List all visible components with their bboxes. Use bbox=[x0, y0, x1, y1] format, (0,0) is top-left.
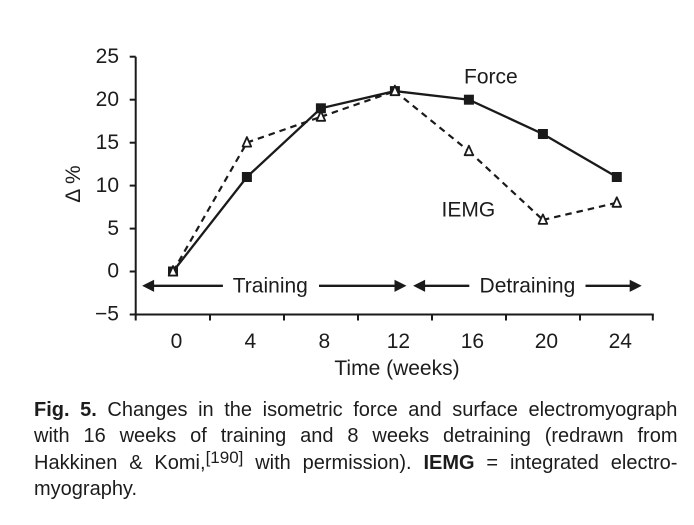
svg-text:25: 25 bbox=[96, 45, 119, 68]
svg-text:Time (weeks): Time (weeks) bbox=[334, 357, 459, 380]
svg-text:IEMG: IEMG bbox=[442, 198, 496, 221]
svg-text:12: 12 bbox=[387, 330, 410, 353]
svg-text:5: 5 bbox=[107, 217, 119, 240]
svg-text:15: 15 bbox=[96, 131, 119, 154]
svg-text:20: 20 bbox=[535, 330, 558, 353]
svg-text:Force: Force bbox=[464, 66, 518, 89]
svg-text:4: 4 bbox=[245, 330, 257, 353]
svg-text:Detraining: Detraining bbox=[480, 274, 576, 297]
svg-text:16: 16 bbox=[461, 330, 484, 353]
svg-text:Training: Training bbox=[233, 274, 308, 297]
svg-text:Δ %: Δ % bbox=[62, 165, 85, 202]
svg-text:8: 8 bbox=[319, 330, 331, 353]
svg-text:24: 24 bbox=[609, 330, 633, 353]
svg-text:0: 0 bbox=[107, 260, 119, 283]
svg-text:0: 0 bbox=[171, 330, 183, 353]
svg-text:10: 10 bbox=[96, 174, 119, 197]
svg-text:20: 20 bbox=[96, 88, 119, 111]
svg-text:−5: −5 bbox=[95, 303, 119, 326]
